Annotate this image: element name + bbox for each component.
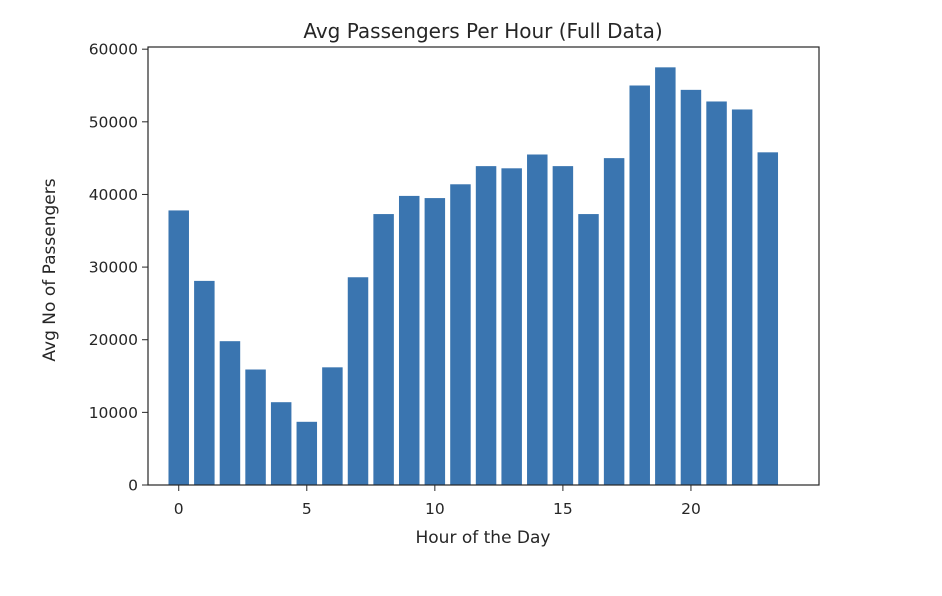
x-tick-label: 20	[681, 500, 701, 518]
chart-title: Avg Passengers Per Hour (Full Data)	[303, 19, 662, 43]
bar-hour-23	[757, 152, 779, 486]
y-tick-label: 30000	[89, 259, 138, 277]
y-tick-label: 20000	[89, 331, 138, 349]
bar-hour-17	[603, 158, 625, 485]
bar-hour-1	[194, 280, 215, 485]
bar-hour-5	[296, 421, 318, 485]
bar-hour-11	[450, 184, 471, 486]
y-tick-label: 0	[128, 477, 138, 495]
x-tick-label: 15	[553, 500, 573, 518]
plot-frame	[147, 46, 820, 486]
bar-hour-8	[373, 214, 394, 485]
bar-hour-18	[629, 85, 650, 486]
x-tick-label: 5	[302, 500, 312, 518]
x-tick-label: 10	[425, 500, 445, 518]
x-tick-label: 0	[174, 500, 184, 518]
bar-hour-2	[219, 341, 241, 485]
y-tick-label: 50000	[89, 113, 138, 131]
y-axis-label: Avg No of Passengers	[40, 178, 60, 361]
bar-hour-6	[322, 367, 343, 485]
y-tick-label: 60000	[89, 41, 138, 59]
x-axis-label: Hour of the Day	[415, 528, 550, 548]
bar-hour-21	[706, 101, 727, 486]
bar-hour-3	[245, 369, 266, 485]
bar-hour-13	[501, 168, 522, 486]
bar-hour-19	[655, 67, 676, 485]
bar-hour-0	[168, 210, 189, 485]
bar-hour-12	[475, 166, 497, 485]
bar-hour-4	[270, 402, 292, 485]
y-axis-ticks: 0 10000 20000 30000 40000 50000 60000	[89, 41, 148, 495]
y-tick-label: 40000	[89, 186, 138, 204]
bar-hour-9	[398, 195, 420, 486]
bar-hour-10	[424, 198, 446, 485]
bar-hour-22	[731, 109, 753, 486]
bar-hour-20	[680, 89, 702, 486]
bar-hour-7	[347, 277, 369, 485]
bar-hour-16	[578, 214, 599, 485]
bars-group	[168, 67, 779, 486]
bar-hour-14	[527, 154, 548, 485]
x-axis-ticks: 0 5 10 15 20	[174, 485, 701, 518]
bar-hour-15	[552, 166, 574, 485]
y-tick-label: 10000	[89, 404, 138, 422]
